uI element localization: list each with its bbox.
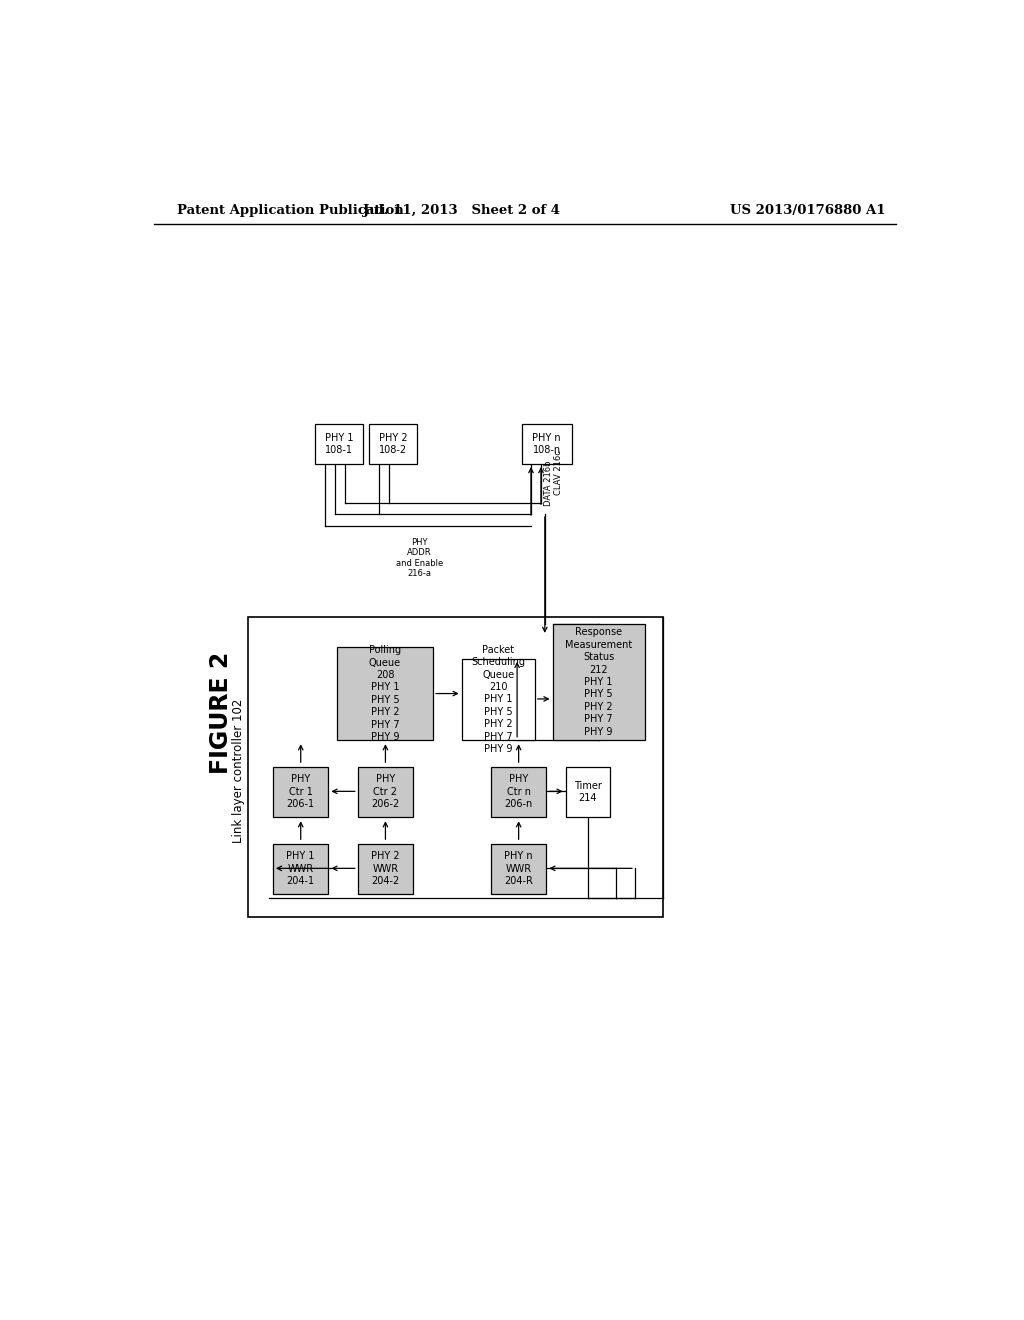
- Bar: [315, 424, 364, 465]
- Bar: [565, 767, 610, 817]
- Bar: [521, 424, 571, 465]
- Text: Jul. 11, 2013   Sheet 2 of 4: Jul. 11, 2013 Sheet 2 of 4: [364, 205, 560, 218]
- Text: US 2013/0176880 A1: US 2013/0176880 A1: [730, 205, 886, 218]
- Bar: [462, 659, 535, 739]
- Text: PHY
Ctr n
206-n: PHY Ctr n 206-n: [505, 775, 532, 809]
- Bar: [273, 843, 329, 894]
- Text: Polling
Queue
208
PHY 1
PHY 5
PHY 2
PHY 7
PHY 9: Polling Queue 208 PHY 1 PHY 5 PHY 2 PHY …: [369, 645, 401, 742]
- Bar: [490, 767, 547, 817]
- Text: PHY
Ctr 1
206-1: PHY Ctr 1 206-1: [287, 775, 314, 809]
- Text: PHY n
108-n: PHY n 108-n: [532, 433, 561, 455]
- Text: CLAV 216c: CLAV 216c: [554, 450, 563, 495]
- Text: Timer
214: Timer 214: [574, 780, 602, 803]
- Bar: [490, 843, 547, 894]
- Text: PHY 1
WWR
204-1: PHY 1 WWR 204-1: [287, 851, 315, 886]
- Text: PHY 2
108-2: PHY 2 108-2: [379, 433, 408, 455]
- Text: Link layer controller 102: Link layer controller 102: [231, 698, 245, 842]
- Text: FIGURE 2: FIGURE 2: [210, 652, 233, 774]
- Bar: [273, 767, 329, 817]
- Text: Response
Measurement
Status
212
PHY 1
PHY 5
PHY 2
PHY 7
PHY 9: Response Measurement Status 212 PHY 1 PH…: [565, 627, 633, 737]
- Text: PHY 2
WWR
204-2: PHY 2 WWR 204-2: [371, 851, 399, 886]
- Text: Patent Application Publication: Patent Application Publication: [177, 205, 403, 218]
- Bar: [370, 424, 417, 465]
- Text: Packet
Scheduling
Queue
210
PHY 1
PHY 5
PHY 2
PHY 7
PHY 9: Packet Scheduling Queue 210 PHY 1 PHY 5 …: [471, 644, 525, 754]
- Bar: [357, 843, 413, 894]
- Text: DATA 216b: DATA 216b: [544, 461, 553, 506]
- Bar: [357, 767, 413, 817]
- Bar: [248, 616, 664, 917]
- Text: PHY
ADDR
and Enable
216-a: PHY ADDR and Enable 216-a: [395, 539, 443, 578]
- Bar: [337, 647, 433, 739]
- Bar: [553, 624, 645, 739]
- Text: PHY 1
108-1: PHY 1 108-1: [325, 433, 353, 455]
- Text: PHY
Ctr 2
206-2: PHY Ctr 2 206-2: [372, 775, 399, 809]
- Text: PHY n
WWR
204-R: PHY n WWR 204-R: [504, 851, 534, 886]
